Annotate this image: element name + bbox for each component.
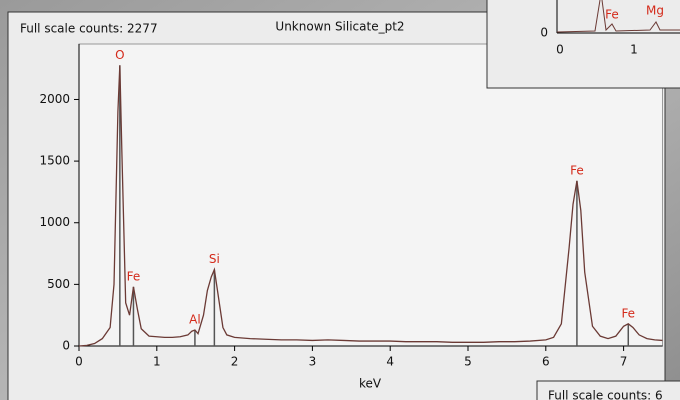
peak-label: O — [115, 48, 124, 62]
y-tick-label: 500 — [47, 277, 70, 291]
inset-panel — [536, 380, 680, 400]
x-tick-label: 4 — [386, 355, 394, 369]
chart-title: Unknown Silicate_pt2 — [275, 20, 404, 34]
x-tick-label: 0 — [75, 355, 83, 369]
y-tick-label: 2000 — [39, 92, 70, 106]
header: Full scale counts: 2277 — [20, 22, 158, 36]
spectrum-line — [78, 65, 663, 347]
inset-y-tick-label: 0 — [540, 26, 548, 40]
inset-panel — [486, 0, 680, 89]
x-tick-label: 6 — [542, 355, 550, 369]
x-tick-label: 7 — [620, 355, 628, 369]
x-tick-label: 5 — [464, 355, 472, 369]
inset-spectrum — [556, 0, 680, 33]
x-axis-label: keV — [359, 377, 382, 391]
peak-label: Fe — [127, 269, 141, 283]
y-tick-label: 1000 — [39, 215, 70, 229]
inset-peak-label: Fe — [605, 8, 619, 22]
x-tick-label: 3 — [309, 355, 317, 369]
peak-label: Si — [209, 252, 220, 266]
inset-header: Full scale counts: 6 — [548, 389, 663, 400]
peak-label: Fe — [621, 306, 635, 320]
inset-x-tick-label: 1 — [630, 43, 638, 57]
peak-label: Al — [189, 312, 201, 326]
plot: 0 500 1000 1500 2000 0 1 2 3 4 5 6 7 O Fe Al Si Fe Fe — [39, 43, 663, 369]
y-tick-label: 1500 — [39, 154, 70, 168]
y-tick-label: 0 — [62, 339, 70, 353]
inset-x-tick-label: 0 — [556, 43, 564, 57]
x-tick-label: 1 — [153, 355, 161, 369]
x-tick-label: 2 — [231, 355, 239, 369]
peak-label: Fe — [570, 163, 584, 177]
inset-peak-label: Mg — [646, 4, 664, 18]
